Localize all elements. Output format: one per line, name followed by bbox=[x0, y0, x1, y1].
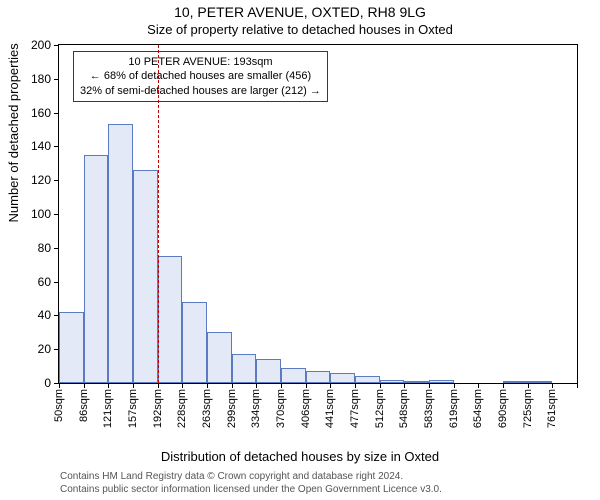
x-tick-label: 548sqm bbox=[398, 389, 410, 428]
x-tick-label: 157sqm bbox=[127, 389, 139, 428]
histogram-bar bbox=[355, 376, 380, 383]
x-tick bbox=[281, 383, 282, 388]
x-tick-label: 299sqm bbox=[226, 389, 238, 428]
y-tick-label: 60 bbox=[38, 275, 51, 289]
x-tick-label: 263sqm bbox=[201, 389, 213, 428]
x-tick-label: 761sqm bbox=[546, 389, 558, 428]
annotation-line-3: 32% of semi-detached houses are larger (… bbox=[80, 84, 321, 98]
x-tick bbox=[108, 383, 109, 388]
x-tick-label: 690sqm bbox=[497, 389, 509, 428]
x-tick bbox=[528, 383, 529, 388]
histogram-bar bbox=[380, 380, 405, 383]
x-tick bbox=[380, 383, 381, 388]
y-tick bbox=[54, 180, 59, 181]
x-tick-label: 619sqm bbox=[448, 389, 460, 428]
x-tick bbox=[133, 383, 134, 388]
x-tick-label: 228sqm bbox=[176, 389, 188, 428]
x-tick bbox=[256, 383, 257, 388]
x-tick-label: 121sqm bbox=[102, 389, 114, 428]
histogram-bar bbox=[232, 354, 257, 383]
x-tick bbox=[59, 383, 60, 388]
x-tick bbox=[330, 383, 331, 388]
histogram-bar bbox=[404, 381, 429, 383]
y-tick-label: 200 bbox=[31, 38, 51, 52]
annotation-box: 10 PETER AVENUE: 193sqm ← 68% of detache… bbox=[73, 51, 328, 102]
x-tick bbox=[84, 383, 85, 388]
histogram-bar bbox=[84, 155, 109, 383]
x-axis-label: Distribution of detached houses by size … bbox=[0, 449, 600, 464]
footer-attribution: Contains HM Land Registry data © Crown c… bbox=[60, 471, 442, 496]
chart-plot-area: 10 PETER AVENUE: 193sqm ← 68% of detache… bbox=[58, 44, 578, 384]
x-tick bbox=[577, 383, 578, 388]
histogram-bar bbox=[528, 381, 553, 383]
histogram-bar bbox=[330, 373, 355, 383]
x-tick bbox=[182, 383, 183, 388]
x-tick-label: 86sqm bbox=[78, 389, 90, 422]
x-tick bbox=[306, 383, 307, 388]
y-tick bbox=[54, 214, 59, 215]
x-tick-label: 406sqm bbox=[300, 389, 312, 428]
histogram-bar bbox=[59, 312, 84, 383]
x-tick-label: 50sqm bbox=[53, 389, 65, 422]
x-tick-label: 441sqm bbox=[324, 389, 336, 428]
y-tick bbox=[54, 282, 59, 283]
x-tick bbox=[503, 383, 504, 388]
histogram-bar bbox=[133, 170, 158, 383]
x-tick bbox=[207, 383, 208, 388]
y-tick-label: 100 bbox=[31, 207, 51, 221]
x-tick bbox=[355, 383, 356, 388]
x-tick-label: 334sqm bbox=[250, 389, 262, 428]
x-tick bbox=[404, 383, 405, 388]
y-tick bbox=[54, 248, 59, 249]
chart-subtitle: Size of property relative to detached ho… bbox=[0, 22, 600, 37]
y-tick bbox=[54, 45, 59, 46]
y-tick-label: 0 bbox=[44, 376, 51, 390]
histogram-bar bbox=[306, 371, 331, 383]
y-tick-label: 80 bbox=[38, 241, 51, 255]
x-tick bbox=[158, 383, 159, 388]
histogram-bar bbox=[503, 381, 528, 383]
x-tick bbox=[552, 383, 553, 388]
y-tick-label: 40 bbox=[38, 308, 51, 322]
y-tick bbox=[54, 113, 59, 114]
y-tick-label: 20 bbox=[38, 342, 51, 356]
histogram-bar bbox=[429, 380, 454, 383]
x-tick-label: 725sqm bbox=[522, 389, 534, 428]
marker-line bbox=[158, 45, 159, 383]
histogram-bar bbox=[108, 124, 133, 383]
x-tick bbox=[232, 383, 233, 388]
x-tick-label: 654sqm bbox=[472, 389, 484, 428]
histogram-bar bbox=[281, 368, 306, 383]
y-tick bbox=[54, 146, 59, 147]
x-tick-label: 192sqm bbox=[152, 389, 164, 428]
y-axis-label: Number of detached properties bbox=[6, 43, 21, 222]
footer-line-2: Contains public sector information licen… bbox=[60, 484, 442, 497]
y-tick-label: 140 bbox=[31, 139, 51, 153]
histogram-bar bbox=[182, 302, 207, 383]
page-title: 10, PETER AVENUE, OXTED, RH8 9LG bbox=[0, 4, 600, 20]
x-tick-label: 477sqm bbox=[349, 389, 361, 428]
x-tick bbox=[454, 383, 455, 388]
y-tick-label: 180 bbox=[31, 72, 51, 86]
annotation-line-2: ← 68% of detached houses are smaller (45… bbox=[80, 69, 321, 83]
histogram-bar bbox=[207, 332, 232, 383]
x-tick-label: 512sqm bbox=[374, 389, 386, 428]
footer-line-1: Contains HM Land Registry data © Crown c… bbox=[60, 471, 442, 484]
y-tick bbox=[54, 79, 59, 80]
x-tick-label: 583sqm bbox=[423, 389, 435, 428]
y-tick-label: 120 bbox=[31, 173, 51, 187]
annotation-line-1: 10 PETER AVENUE: 193sqm bbox=[80, 55, 321, 69]
y-tick-label: 160 bbox=[31, 106, 51, 120]
histogram-bar bbox=[158, 256, 183, 383]
x-tick bbox=[429, 383, 430, 388]
x-tick-label: 370sqm bbox=[275, 389, 287, 428]
histogram-bar bbox=[256, 359, 281, 383]
x-tick bbox=[478, 383, 479, 388]
